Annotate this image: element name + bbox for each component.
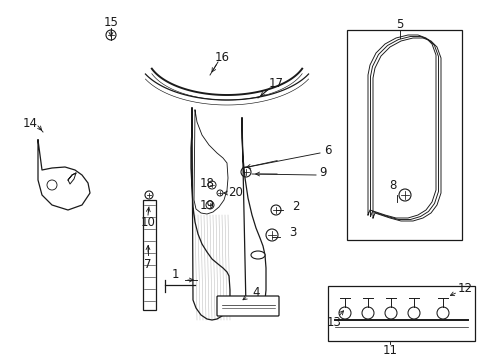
Text: 14: 14 (22, 117, 38, 130)
Text: 12: 12 (457, 283, 471, 296)
Text: 3: 3 (289, 225, 296, 239)
FancyBboxPatch shape (217, 296, 279, 316)
Text: 11: 11 (382, 343, 397, 356)
Text: 10: 10 (140, 216, 155, 229)
Text: 16: 16 (214, 50, 229, 63)
Text: 8: 8 (388, 179, 396, 192)
Text: 5: 5 (395, 18, 403, 31)
Ellipse shape (250, 251, 264, 259)
Text: 19: 19 (199, 198, 214, 212)
Text: 6: 6 (324, 144, 331, 157)
Bar (142, 200, 156, 310)
Text: 13: 13 (326, 315, 341, 328)
Text: 9: 9 (319, 166, 326, 179)
Text: 15: 15 (103, 15, 118, 28)
Text: 4: 4 (252, 287, 259, 300)
Text: 17: 17 (268, 77, 283, 90)
Text: 20: 20 (228, 185, 243, 198)
Text: 7: 7 (144, 258, 151, 271)
Text: 18: 18 (199, 176, 214, 189)
Bar (327, 286, 474, 341)
Text: 1: 1 (171, 269, 179, 282)
Text: 2: 2 (292, 199, 299, 212)
Bar (346, 30, 461, 240)
